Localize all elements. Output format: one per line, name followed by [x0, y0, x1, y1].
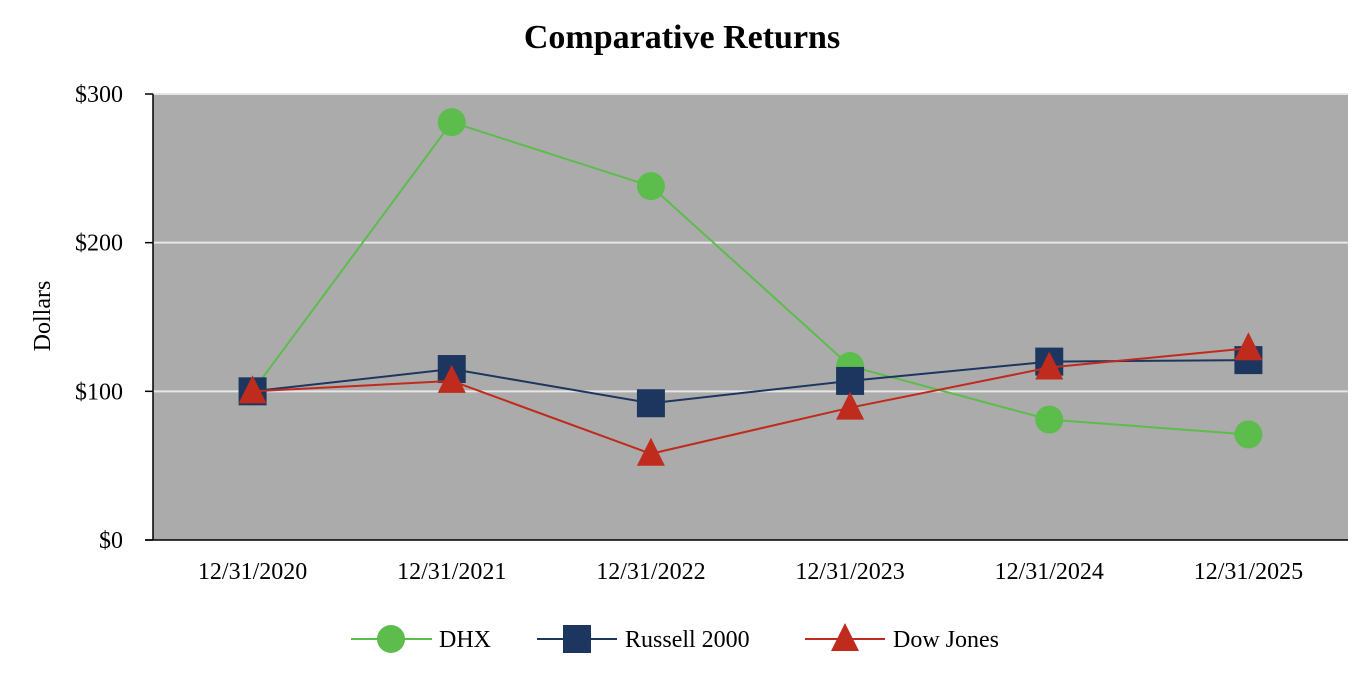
data-point-dow-jones	[636, 437, 665, 466]
chart-title: Comparative Returns	[524, 19, 840, 56]
series-dow-jones	[238, 332, 1263, 466]
x-tick-label: 12/31/2021	[397, 559, 506, 585]
legend-marker-russell-2000	[563, 625, 591, 653]
x-tick-label: 12/31/2024	[995, 559, 1104, 585]
y-tick-label: $100	[75, 379, 123, 405]
legend-item-dow-jones: Dow Jones	[805, 623, 999, 653]
axes	[145, 93, 1348, 541]
y-tick-label: $300	[75, 82, 123, 108]
data-point-dow-jones	[1234, 332, 1263, 361]
legend-item-dhx: DHX	[351, 625, 491, 653]
legend-marker-dhx	[377, 625, 405, 653]
legend: DHX Russell 2000 Dow Jones	[351, 623, 999, 653]
y-tick-labels: $0 $100 $200 $300	[75, 82, 123, 554]
y-axis-title: Dollars	[30, 281, 56, 352]
x-tick-labels: 12/31/2020 12/31/2021 12/31/2022 12/31/2023…	[198, 559, 1303, 585]
series-line-dhx	[251, 121, 1249, 436]
plot-area	[153, 94, 1348, 540]
data-point-dhx	[1035, 405, 1064, 434]
data-point-dhx	[636, 172, 665, 201]
series-line-russell-2000	[252, 359, 1249, 405]
data-point-dhx	[1234, 420, 1263, 449]
data-point-dow-jones	[238, 375, 267, 404]
data-point-russell-2000	[836, 366, 865, 395]
series-line-dow-jones	[252, 347, 1249, 455]
legend-label-russell-2000: Russell 2000	[625, 627, 750, 653]
x-tick-label: 12/31/2023	[795, 559, 904, 585]
x-tick-label: 12/31/2020	[198, 559, 307, 585]
data-series	[238, 108, 1263, 466]
data-point-dhx	[437, 108, 466, 137]
legend-marker-dow-jones	[831, 623, 859, 651]
data-point-dow-jones	[437, 364, 466, 393]
legend-label-dhx: DHX	[439, 627, 491, 653]
data-point-dow-jones	[836, 391, 865, 420]
legend-item-russell-2000: Russell 2000	[537, 625, 750, 653]
y-tick-label: $200	[75, 231, 123, 257]
y-tick-label: $0	[99, 528, 123, 554]
legend-label-dow-jones: Dow Jones	[893, 627, 999, 653]
data-point-dow-jones	[1035, 351, 1064, 380]
data-point-russell-2000	[636, 389, 665, 418]
x-tick-label: 12/31/2025	[1194, 559, 1303, 585]
x-tick-label: 12/31/2022	[596, 559, 705, 585]
